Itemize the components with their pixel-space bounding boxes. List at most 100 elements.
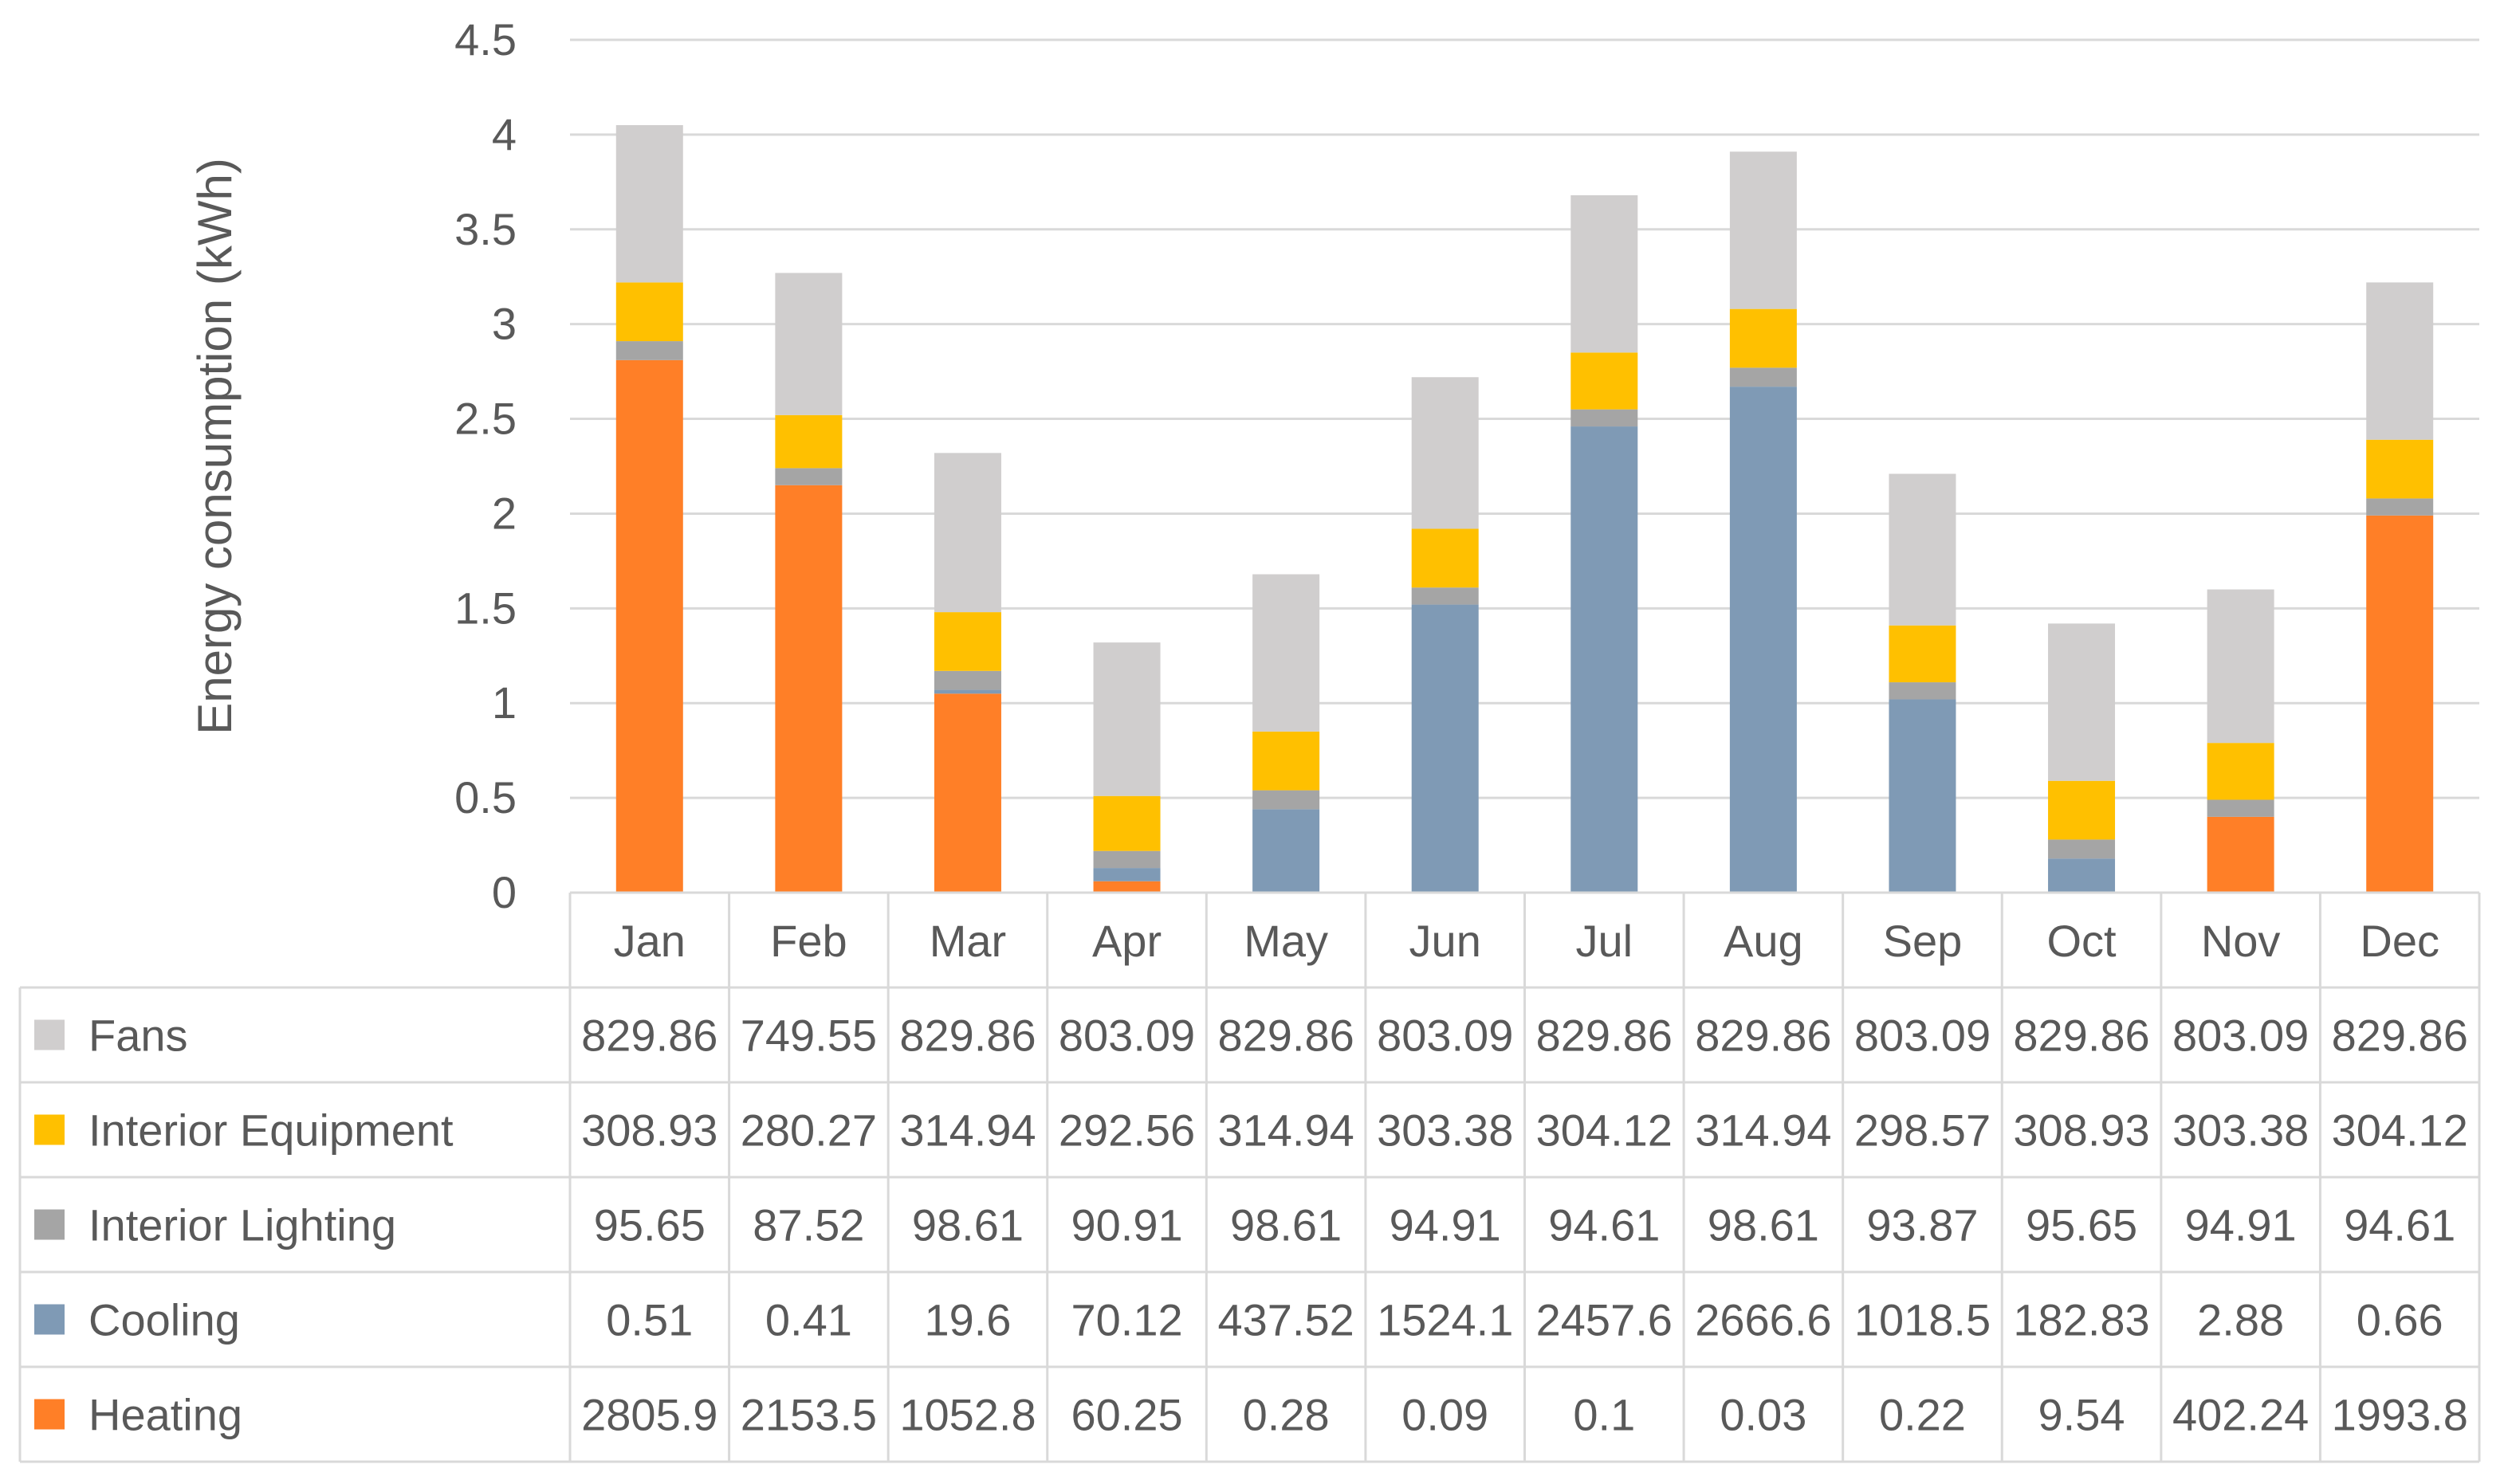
table-cell-value: 749.55 bbox=[741, 1011, 877, 1061]
bar-segment bbox=[2048, 858, 2116, 893]
bar-segment bbox=[775, 414, 843, 469]
bar-segment bbox=[1252, 731, 1320, 791]
table-cell-value: 803.09 bbox=[2172, 1011, 2309, 1061]
table-cell-value: 2805.9 bbox=[581, 1390, 717, 1440]
bar-segment bbox=[775, 273, 843, 415]
table-cell-value: 314.94 bbox=[899, 1105, 1036, 1156]
table-cell-value: 2666.6 bbox=[1695, 1295, 1831, 1345]
table-cell-value: 0.03 bbox=[1720, 1390, 1806, 1440]
table-cell-value: 303.38 bbox=[1377, 1105, 1513, 1156]
bar-segment bbox=[1093, 881, 1161, 893]
y-tick-label: 1 bbox=[492, 677, 517, 728]
legend-swatch bbox=[34, 1019, 65, 1050]
table-cell-value: 60.25 bbox=[1071, 1390, 1182, 1440]
bar-segment bbox=[2048, 780, 2116, 840]
bar-segment bbox=[1729, 308, 1797, 368]
category-label: Apr bbox=[1092, 916, 1162, 966]
bar-segment bbox=[1411, 604, 1479, 893]
table-cell-value: 87.52 bbox=[753, 1200, 864, 1250]
y-tick-label: 3.5 bbox=[454, 204, 517, 254]
bar-segment bbox=[2366, 439, 2434, 499]
bar-segment bbox=[1411, 377, 1479, 529]
table-cell-value: 94.61 bbox=[2344, 1200, 2455, 1250]
table-cell-value: 1524.1 bbox=[1377, 1295, 1513, 1345]
table-cell-value: 94.91 bbox=[1390, 1200, 1501, 1250]
table-cell-value: 94.61 bbox=[1548, 1200, 1660, 1250]
bar-segment bbox=[1252, 809, 1320, 893]
bar-segment bbox=[2048, 623, 2116, 781]
table-cell-value: 298.57 bbox=[1854, 1105, 1991, 1156]
y-tick-label: 0 bbox=[492, 867, 517, 917]
bar-segment bbox=[775, 485, 843, 893]
data-table: Jan Feb Mar Apr May Jun Jul Aug Sep Oct Nov Dec Fans… bbox=[18, 891, 2481, 1463]
bar-segment bbox=[934, 689, 1001, 694]
bar-segment bbox=[1252, 574, 1320, 732]
category-label: Dec bbox=[2360, 916, 2439, 966]
bar-segment bbox=[2207, 589, 2274, 744]
table-cell-value: 95.65 bbox=[594, 1200, 706, 1250]
table-cell-value: 98.61 bbox=[1230, 1200, 1342, 1250]
bar-segment bbox=[615, 282, 683, 342]
category-label: Jan bbox=[614, 916, 686, 966]
bar-segment bbox=[934, 670, 1001, 690]
series-label: Heating bbox=[88, 1390, 242, 1440]
category-label: Mar bbox=[930, 916, 1006, 966]
bar-segment bbox=[1570, 409, 1638, 427]
table-cell-value: 280.27 bbox=[741, 1105, 877, 1156]
table-cell-value: 0.22 bbox=[1879, 1390, 1966, 1440]
bar-segment bbox=[2366, 498, 2434, 516]
table-cell-value: 304.12 bbox=[1536, 1105, 1673, 1156]
y-axis-ticks: 0 0.5 1 1.5 2 2.5 3 3.5 4 4.5 bbox=[454, 14, 517, 917]
bar-segment bbox=[1093, 850, 1161, 869]
bar-segment bbox=[2207, 743, 2274, 800]
bar-segment bbox=[2207, 799, 2274, 817]
bar-segment bbox=[934, 693, 1001, 893]
table-cell-value: 90.91 bbox=[1071, 1200, 1182, 1250]
series-label: Cooling bbox=[88, 1295, 240, 1345]
table-cell-value: 95.65 bbox=[2026, 1200, 2137, 1250]
table-cell-value: 292.56 bbox=[1059, 1105, 1195, 1156]
table-cell-value: 2153.5 bbox=[741, 1390, 877, 1440]
legend-swatch bbox=[34, 1304, 65, 1335]
table-cell-value: 0.09 bbox=[1401, 1390, 1488, 1440]
category-label: Sep bbox=[1883, 916, 1963, 966]
bar-segment bbox=[2366, 515, 2434, 893]
category-label: Feb bbox=[770, 916, 847, 966]
table-cell-value: 829.86 bbox=[581, 1011, 717, 1061]
category-label: Oct bbox=[2046, 916, 2117, 966]
bars bbox=[615, 125, 2434, 893]
table-cell-value: 803.09 bbox=[1377, 1011, 1513, 1061]
legend-swatch bbox=[34, 1114, 65, 1145]
y-tick-label: 4.5 bbox=[454, 14, 517, 65]
table-cell-value: 829.86 bbox=[2332, 1011, 2468, 1061]
table-cell-value: 1018.5 bbox=[1854, 1295, 1991, 1345]
category-label: Jun bbox=[1409, 916, 1481, 966]
table-cell-value: 94.91 bbox=[2185, 1200, 2297, 1250]
bar-segment bbox=[1729, 151, 1797, 309]
table-cell-value: 829.86 bbox=[899, 1011, 1036, 1061]
category-label: Nov bbox=[2201, 916, 2281, 966]
table-cell-value: 70.12 bbox=[1071, 1295, 1182, 1345]
legend-swatch bbox=[34, 1399, 65, 1430]
series-label: Interior Equipment bbox=[88, 1105, 454, 1156]
y-tick-label: 2 bbox=[492, 488, 517, 538]
bar-segment bbox=[1093, 642, 1161, 796]
y-axis-label: Energy consumption (kWh) bbox=[188, 158, 242, 735]
y-tick-label: 0.5 bbox=[454, 772, 517, 822]
table-cell-value: 93.87 bbox=[1866, 1200, 1978, 1250]
bar-segment bbox=[1252, 790, 1320, 810]
bar-segment bbox=[615, 341, 683, 360]
table-cell-value: 803.09 bbox=[1059, 1011, 1195, 1061]
bar-segment bbox=[1411, 587, 1479, 605]
legend-swatch bbox=[34, 1209, 65, 1240]
gridlines bbox=[570, 38, 2479, 799]
table-cell-value: 2457.6 bbox=[1536, 1295, 1673, 1345]
table-cell-value: 829.86 bbox=[2013, 1011, 2149, 1061]
table-cell-value: 98.61 bbox=[1708, 1200, 1819, 1250]
table-cell-value: 98.61 bbox=[912, 1200, 1024, 1250]
bar-segment bbox=[2048, 839, 2116, 859]
series-label: Fans bbox=[88, 1011, 188, 1061]
table-cell-value: 0.1 bbox=[1573, 1390, 1635, 1440]
bar-segment bbox=[775, 468, 843, 485]
